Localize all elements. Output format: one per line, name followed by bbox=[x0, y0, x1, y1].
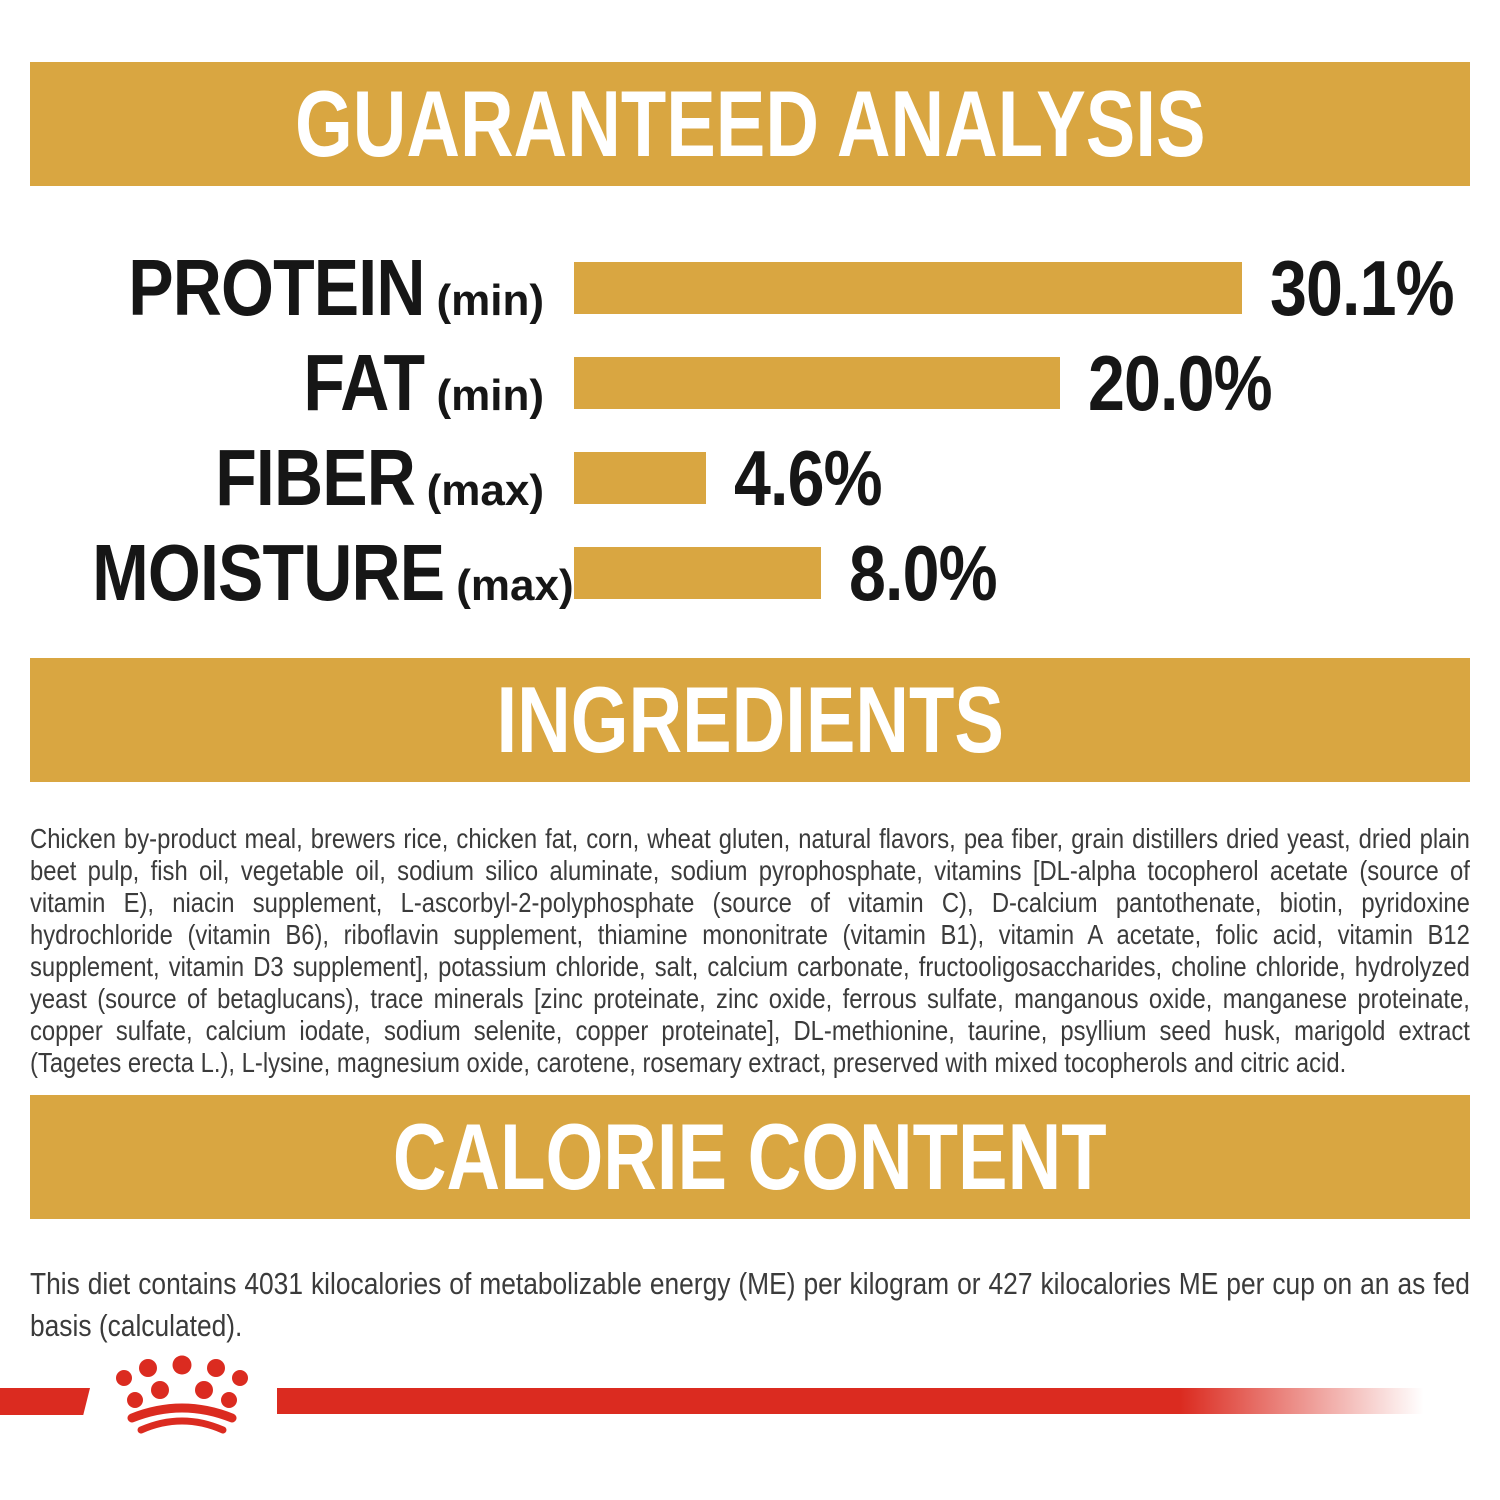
calorie-content-banner: CALORIE CONTENT bbox=[30, 1095, 1470, 1219]
fiber-value: 4.6% bbox=[734, 433, 883, 522]
ingredients-title: INGREDIENTS bbox=[496, 667, 1004, 772]
protein-name: PROTEIN bbox=[128, 243, 425, 332]
fat-value: 20.0% bbox=[1088, 338, 1273, 427]
ga-row-fiber: FIBER (max) 4.6% bbox=[30, 433, 1470, 522]
moisture-bar bbox=[574, 547, 821, 599]
guaranteed-analysis-banner: GUARANTEED ANALYSIS bbox=[30, 62, 1470, 186]
moisture-qualifier: (max) bbox=[456, 561, 574, 610]
calorie-content-text: This diet contains 4031 kilocalories of … bbox=[30, 1266, 1470, 1343]
ga-row-protein: PROTEIN (min) 30.1% bbox=[30, 243, 1470, 332]
fat-name: FAT bbox=[303, 338, 426, 427]
moisture-label: MOISTURE (max) bbox=[30, 527, 573, 619]
moisture-name: MOISTURE bbox=[92, 528, 445, 617]
fat-qualifier: (min) bbox=[436, 371, 544, 420]
fiber-qualifier: (max) bbox=[426, 466, 544, 515]
fiber-bar bbox=[574, 452, 706, 504]
ga-row-moisture: MOISTURE (max) 8.0% bbox=[30, 528, 1470, 617]
fat-bar bbox=[574, 357, 1060, 409]
protein-label: PROTEIN (min) bbox=[30, 242, 544, 334]
fiber-label: FIBER (max) bbox=[30, 432, 544, 524]
moisture-value: 8.0% bbox=[849, 528, 998, 617]
ingredients-banner: INGREDIENTS bbox=[30, 658, 1470, 782]
brand-stripe-right bbox=[277, 1388, 1435, 1414]
fiber-name: FIBER bbox=[214, 433, 416, 522]
fat-label: FAT (min) bbox=[30, 337, 544, 429]
royal-canin-crown-icon bbox=[116, 1355, 248, 1434]
protein-value: 30.1% bbox=[1270, 243, 1455, 332]
protein-qualifier: (min) bbox=[436, 276, 544, 325]
protein-bar bbox=[574, 262, 1242, 314]
guaranteed-analysis-title: GUARANTEED ANALYSIS bbox=[294, 71, 1206, 176]
ingredients-text: Chicken by-product meal, brewers rice, c… bbox=[30, 823, 1470, 1078]
brand-stripe-left bbox=[0, 1388, 91, 1415]
ga-row-fat: FAT (min) 20.0% bbox=[30, 338, 1470, 427]
calorie-content-title: CALORIE CONTENT bbox=[393, 1104, 1107, 1209]
